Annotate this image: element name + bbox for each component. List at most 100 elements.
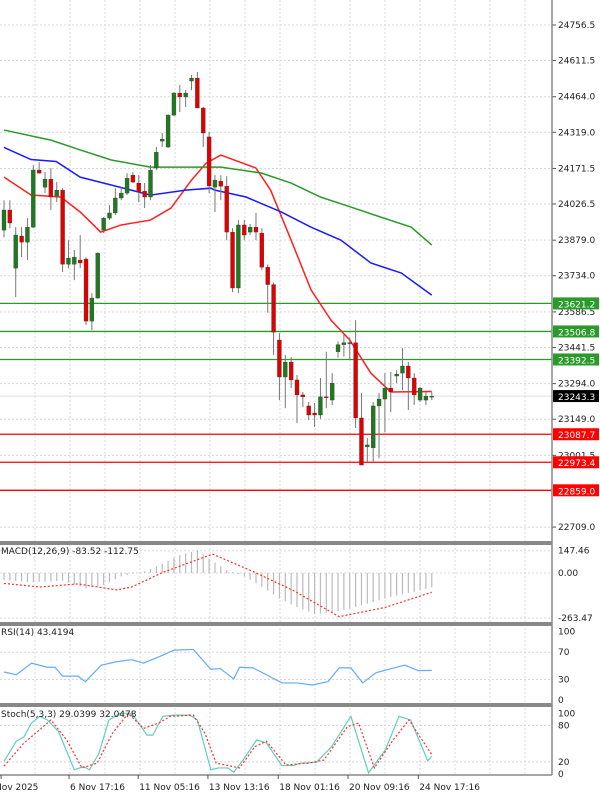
macd-title: MACD(12,26,9) -83.52 -112.75	[1, 547, 139, 557]
time-tick-label: 11 Nov 05:16	[139, 783, 200, 793]
time-tick-label: 6 Nov 17:16	[70, 783, 125, 793]
current-price-label-bg	[553, 390, 599, 403]
macd-tick-label: 0.00	[558, 569, 578, 579]
candle-bear	[7, 209, 13, 224]
price-tick-label: 23879.0	[558, 236, 595, 246]
current-price-label: 23243.3	[558, 393, 595, 403]
candle-bull	[283, 361, 288, 378]
candle-bull	[31, 169, 36, 228]
candle-bear	[253, 227, 259, 233]
candle-bear	[230, 231, 235, 289]
candle-bull	[318, 396, 323, 416]
price-tick-label: 24026.5	[558, 200, 595, 210]
price-tick-label: 23149.0	[558, 415, 595, 425]
candle-bear	[277, 339, 282, 378]
candle-bear	[83, 258, 89, 322]
candle-bull	[347, 342, 352, 344]
support-level-label: 23087.7	[558, 431, 595, 441]
candle-bear	[78, 259, 83, 264]
candle-bear	[306, 405, 311, 416]
candle-bear	[324, 396, 329, 399]
support-level-label-bg	[553, 428, 599, 441]
candle-bull	[124, 177, 130, 194]
candle-bear	[60, 190, 65, 265]
rsi-tick-label: 0	[558, 696, 564, 706]
candle-bull	[119, 192, 124, 199]
candle-bull	[429, 395, 434, 398]
panel-separator	[0, 622, 552, 626]
rsi-tick-label: 30	[558, 676, 570, 686]
time-tick-label: 20 Nov 09:16	[349, 783, 410, 793]
rsi-tick-label: 100	[558, 628, 575, 638]
resistance-level-label: 23506.8	[558, 328, 595, 338]
macd-signal-line	[3, 553, 432, 618]
stoch-panel	[3, 712, 433, 775]
candle-bear	[142, 190, 147, 198]
price-tick-label: 23294.0	[558, 380, 595, 390]
price-tick-label: 24611.5	[558, 57, 595, 67]
candle-bull	[335, 344, 341, 352]
grid	[0, 0, 552, 775]
stoch-tick-label: 20	[558, 758, 570, 768]
candle-bull	[423, 395, 429, 401]
candle-bull	[66, 257, 71, 265]
price-tick-label: 23586.5	[558, 308, 595, 318]
resistance-level-label-bg	[553, 325, 599, 338]
candle-bull	[101, 217, 106, 231]
candle-bull	[376, 398, 382, 407]
price-levels	[0, 302, 552, 491]
candle-bear	[177, 92, 182, 98]
candle-bull	[95, 253, 100, 299]
candle-bull	[160, 138, 165, 142]
ma-mid-line	[3, 146, 433, 296]
stoch-tick-label: 0	[558, 770, 564, 780]
candle-bear	[48, 178, 54, 198]
candle-bull	[171, 92, 177, 116]
candle-bear	[265, 267, 270, 285]
support-level-label-bg	[553, 484, 599, 497]
time-tick-label: 13 Nov 13:16	[209, 783, 270, 793]
candle-bull	[236, 224, 241, 289]
candle-bear	[201, 107, 206, 134]
stoch-signal-line	[3, 712, 433, 770]
time-tick-label: 24 Nov 17:16	[419, 783, 480, 793]
candle-bull	[417, 387, 423, 401]
candle-bull	[25, 227, 30, 243]
candle-bull	[183, 92, 188, 98]
candle-bull	[107, 212, 112, 219]
support-level-label: 22859.0	[558, 487, 595, 497]
moving-averages	[3, 129, 433, 393]
rsi-title: RSI(14) 43.4194	[1, 628, 74, 638]
candle-bull	[1, 209, 7, 231]
rsi-line	[3, 648, 432, 686]
rsi-tick-label: 70	[558, 648, 570, 658]
candle-bear	[294, 379, 300, 396]
candle-bear	[259, 232, 264, 268]
candle-bear	[388, 387, 393, 393]
price-tick-label: 24171.5	[558, 164, 595, 174]
resistance-level-label: 23392.5	[558, 356, 595, 366]
resistance-level-label: 23621.2	[558, 300, 595, 310]
candle-bull	[371, 405, 376, 449]
candle-bull	[400, 365, 405, 374]
ma-fast-line	[3, 154, 432, 393]
candle-bull	[382, 387, 388, 400]
candle-bull	[247, 227, 253, 233]
resistance-level-label-bg	[553, 353, 599, 366]
candle-bull	[165, 114, 171, 148]
candle-bull	[42, 178, 48, 188]
candle-bear	[359, 417, 364, 466]
time-tick-label: 18 Nov 01:16	[279, 783, 340, 793]
candle-bull	[330, 382, 335, 401]
candle-bull	[365, 444, 370, 448]
stoch-main-line	[3, 712, 433, 775]
candle-bear	[224, 186, 229, 233]
price-tick-label: 24464.0	[558, 93, 595, 103]
candle-bull	[212, 179, 218, 188]
resistance-level-label-bg	[553, 297, 599, 310]
panel-separator	[0, 541, 552, 545]
candle-bull	[89, 297, 95, 322]
candle-bear	[353, 342, 358, 419]
candle-bear	[406, 365, 411, 379]
